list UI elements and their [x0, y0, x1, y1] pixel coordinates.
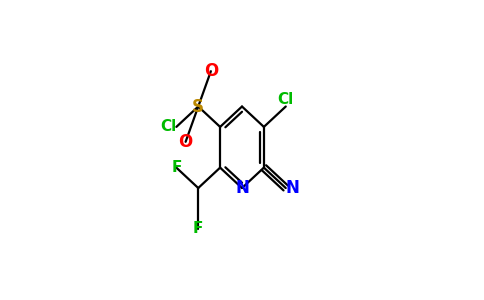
- Text: Cl: Cl: [160, 119, 176, 134]
- Text: F: F: [171, 160, 182, 175]
- Text: F: F: [193, 221, 203, 236]
- Text: N: N: [235, 179, 249, 197]
- Text: Cl: Cl: [278, 92, 294, 106]
- Text: O: O: [179, 133, 193, 151]
- Text: S: S: [192, 98, 204, 116]
- Text: O: O: [204, 62, 218, 80]
- Text: N: N: [286, 179, 300, 197]
